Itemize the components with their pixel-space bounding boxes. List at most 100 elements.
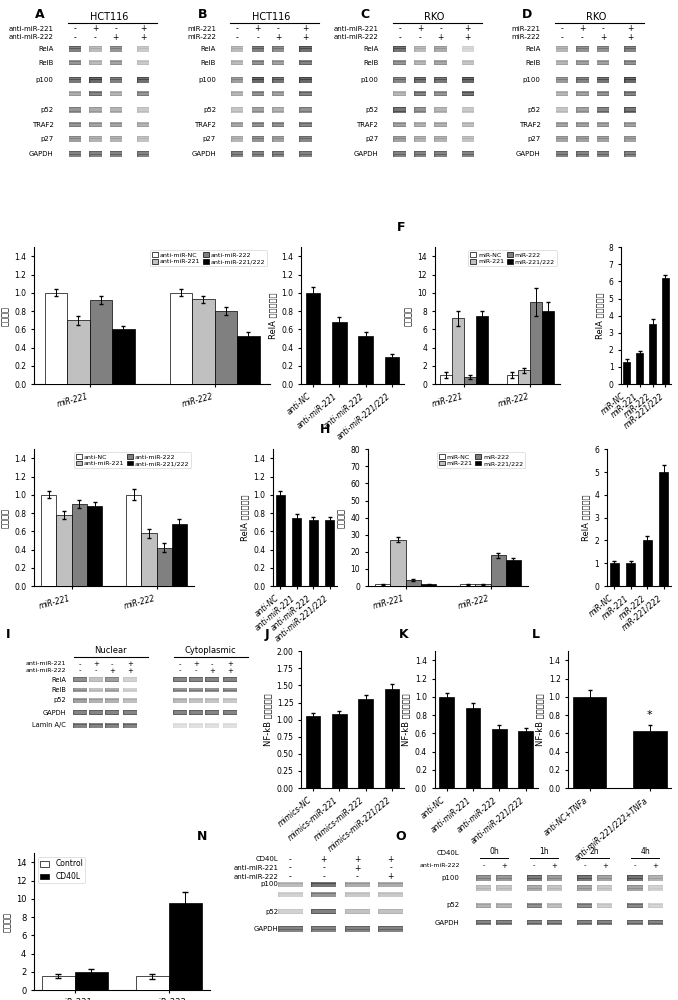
Text: anti-miR-221: anti-miR-221: [334, 26, 378, 32]
Bar: [173, 723, 187, 728]
Text: TRAF2: TRAF2: [32, 122, 54, 128]
Bar: [624, 362, 631, 384]
Bar: [462, 136, 474, 142]
Text: +: +: [388, 855, 394, 864]
Bar: [278, 926, 303, 932]
Bar: [647, 903, 662, 908]
Text: -: -: [79, 668, 81, 674]
Text: 0h: 0h: [489, 847, 499, 856]
Text: TRAF2: TRAF2: [194, 122, 216, 128]
Text: -: -: [111, 661, 113, 667]
Text: -: -: [115, 24, 117, 33]
Bar: [105, 698, 119, 703]
Text: p100: p100: [261, 881, 279, 887]
Text: -: -: [323, 872, 325, 881]
Bar: [556, 46, 568, 52]
Bar: [89, 122, 102, 127]
Bar: [393, 60, 405, 65]
Bar: [68, 60, 81, 65]
Text: RelB: RelB: [51, 687, 66, 693]
Bar: [311, 892, 336, 897]
Bar: [647, 875, 662, 881]
Bar: [272, 136, 284, 142]
Text: -: -: [581, 33, 584, 42]
Text: +: +: [193, 661, 199, 667]
Bar: [252, 46, 264, 52]
Bar: [56, 515, 72, 586]
Bar: [110, 46, 122, 52]
Text: RelA: RelA: [51, 677, 66, 683]
Bar: [636, 353, 643, 384]
Bar: [123, 688, 137, 692]
Bar: [332, 714, 346, 788]
Text: -: -: [195, 668, 197, 674]
Bar: [136, 976, 169, 990]
Bar: [576, 60, 589, 65]
Text: -: -: [389, 864, 392, 873]
Text: CD40L: CD40L: [437, 850, 460, 856]
Bar: [475, 584, 491, 586]
Text: p100: p100: [361, 77, 378, 83]
Bar: [137, 151, 149, 157]
Text: -: -: [398, 24, 401, 33]
Bar: [393, 122, 405, 127]
Bar: [421, 584, 436, 586]
Bar: [344, 926, 370, 932]
Text: +: +: [227, 661, 233, 667]
Bar: [237, 336, 260, 384]
Bar: [462, 122, 474, 127]
Bar: [466, 708, 480, 788]
Text: +: +: [227, 668, 233, 674]
Y-axis label: NF-kB 的相对活性: NF-kB 的相对活性: [402, 693, 411, 746]
Text: anti-miR-221: anti-miR-221: [234, 865, 279, 871]
Text: +: +: [501, 863, 507, 869]
Bar: [393, 107, 405, 113]
Text: RelB: RelB: [525, 60, 541, 66]
Text: GAPDH: GAPDH: [43, 710, 66, 716]
Bar: [627, 875, 643, 881]
Bar: [547, 885, 562, 891]
Text: -: -: [236, 33, 239, 42]
Bar: [435, 77, 447, 83]
Text: miR-221: miR-221: [512, 26, 541, 32]
Text: +: +: [602, 863, 607, 869]
Bar: [231, 122, 243, 127]
Text: p27: p27: [527, 136, 541, 142]
Bar: [393, 151, 405, 157]
Text: +: +: [627, 33, 633, 42]
Bar: [527, 903, 542, 908]
Bar: [300, 107, 312, 113]
Text: -: -: [356, 872, 359, 881]
Text: N: N: [197, 830, 207, 843]
Bar: [170, 293, 192, 384]
Bar: [597, 60, 609, 65]
Bar: [359, 336, 373, 384]
Text: -: -: [179, 668, 182, 674]
Bar: [205, 723, 219, 728]
Bar: [597, 920, 612, 925]
Text: p100: p100: [442, 875, 460, 881]
Bar: [556, 77, 568, 83]
Y-axis label: RelA 的相对表达: RelA 的相对表达: [595, 292, 605, 339]
Bar: [414, 46, 426, 52]
Text: +: +: [551, 863, 557, 869]
Text: +: +: [127, 668, 133, 674]
Bar: [87, 506, 102, 586]
Text: B: B: [197, 8, 207, 21]
Bar: [577, 875, 592, 881]
Bar: [624, 91, 637, 96]
Bar: [441, 375, 452, 384]
Text: miR-222: miR-222: [187, 34, 216, 40]
Bar: [73, 688, 87, 692]
Text: -: -: [236, 24, 239, 33]
Text: CD40L: CD40L: [256, 856, 279, 862]
Bar: [89, 151, 102, 157]
Text: -: -: [561, 33, 563, 42]
Bar: [435, 60, 447, 65]
Bar: [89, 723, 103, 728]
Text: p100: p100: [523, 77, 541, 83]
Bar: [72, 504, 87, 586]
Bar: [597, 77, 609, 83]
Text: +: +: [354, 855, 361, 864]
Bar: [627, 885, 643, 891]
